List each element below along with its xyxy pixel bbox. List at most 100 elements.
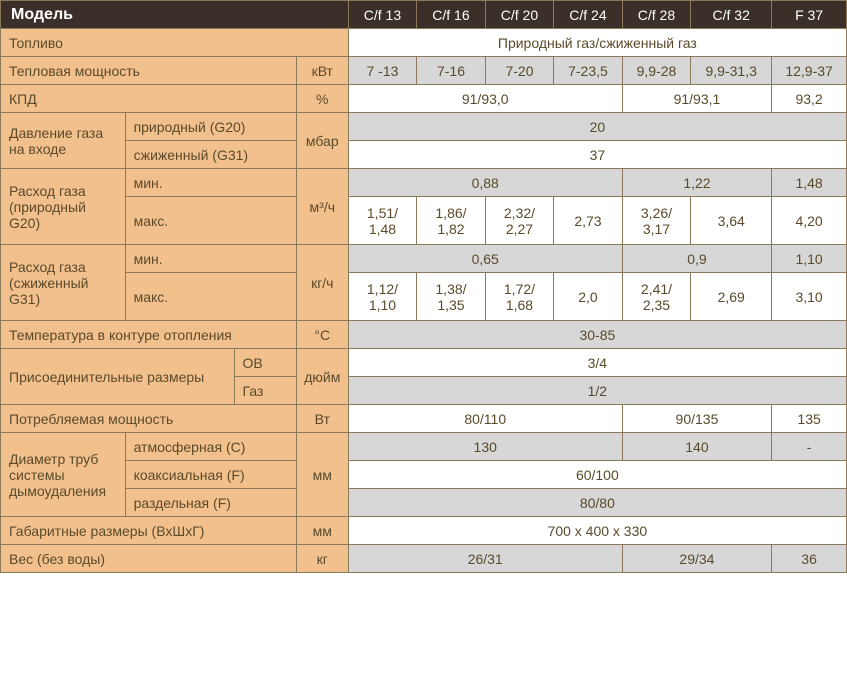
col-6: F 37 (772, 1, 847, 29)
row-cons-nat-max: макс. 1,51/1,48 1,86/1,82 2,32/2,27 2,73… (1, 197, 847, 245)
label-liq-max: макс. (125, 273, 296, 321)
row-flue-coax: коаксиальная (F) 60/100 (1, 461, 847, 489)
weight-b: 29/34 (622, 545, 771, 573)
cons-nat-max-5: 3,64 (691, 197, 772, 245)
cons-liq-max-5: 2,69 (691, 273, 772, 321)
val-temp: 30-85 (348, 321, 846, 349)
press-liq: 37 (348, 141, 846, 169)
label-flue: Диаметр труб системы дымоудаления (1, 433, 126, 517)
label-conn-gas: Газ (234, 377, 296, 405)
header-row: Модель C/f 13 C/f 16 C/f 20 C/f 24 C/f 2… (1, 1, 847, 29)
row-kpd: КПД % 91/93,0 91/93,1 93,2 (1, 85, 847, 113)
power-b: 90/135 (622, 405, 771, 433)
row-press-nat: Давление газа на входе природный (G20) м… (1, 113, 847, 141)
row-power: Потребляемая мощность Вт 80/110 90/135 1… (1, 405, 847, 433)
cons-liq-max-1: 1,38/1,35 (417, 273, 486, 321)
label-temp: Температура в контуре отопления (1, 321, 297, 349)
col-2: C/f 20 (485, 1, 554, 29)
label-coax: коаксиальная (F) (125, 461, 296, 489)
label-ov: ОВ (234, 349, 296, 377)
col-3: C/f 24 (554, 1, 623, 29)
cons-nat-max-1: 1,86/1,82 (417, 197, 486, 245)
flue-atmos-b: 140 (622, 433, 771, 461)
label-liquefied: сжиженный (G31) (125, 141, 296, 169)
unit-m3h: м³/ч (296, 169, 348, 245)
val-conn-gas: 1/2 (348, 377, 846, 405)
row-cons-nat-min: Расход газа (природный G20) мин. м³/ч 0,… (1, 169, 847, 197)
kpd-c: 93,2 (772, 85, 847, 113)
label-split: раздельная (F) (125, 489, 296, 517)
cons-liq-min-b: 0,9 (622, 245, 771, 273)
unit-kgh: кг/ч (296, 245, 348, 321)
cons-nat-max-3: 2,73 (554, 197, 623, 245)
label-conn: Присоединительные размеры (1, 349, 235, 405)
cons-liq-max-6: 3,10 (772, 273, 847, 321)
col-5: C/f 32 (691, 1, 772, 29)
label-cons-liq: Расход газа (сжиженный G31) (1, 245, 126, 321)
cons-liq-max-0: 1,12/1,10 (348, 273, 417, 321)
weight-a: 26/31 (348, 545, 622, 573)
cons-liq-min-c: 1,10 (772, 245, 847, 273)
unit-degc: °C (296, 321, 348, 349)
row-temp: Температура в контуре отопления °C 30-85 (1, 321, 847, 349)
unit-mm-dims: мм (296, 517, 348, 545)
cons-nat-min-c: 1,48 (772, 169, 847, 197)
kpd-a: 91/93,0 (348, 85, 622, 113)
kpd-b: 91/93,1 (622, 85, 771, 113)
label-fuel: Топливо (1, 29, 349, 57)
thermal-4: 9,9-28 (622, 57, 691, 85)
label-thermal: Тепловая мощность (1, 57, 297, 85)
spec-table: Модель C/f 13 C/f 16 C/f 20 C/f 24 C/f 2… (0, 0, 847, 573)
row-flue-split: раздельная (F) 80/80 (1, 489, 847, 517)
flue-atmos-c: - (772, 433, 847, 461)
row-cons-liq-min: Расход газа (сжиженный G31) мин. кг/ч 0,… (1, 245, 847, 273)
unit-mbar: мбар (296, 113, 348, 169)
label-nat-max: макс. (125, 197, 296, 245)
cons-nat-max-2: 2,32/2,27 (485, 197, 554, 245)
cons-liq-max-4: 2,41/2,35 (622, 273, 691, 321)
label-liq-min: мин. (125, 245, 296, 273)
cons-nat-max-4: 3,26/3,17 (622, 197, 691, 245)
label-dims: Габаритные размеры (ВхШхГ) (1, 517, 297, 545)
row-weight: Вес (без воды) кг 26/31 29/34 36 (1, 545, 847, 573)
cons-nat-min-b: 1,22 (622, 169, 771, 197)
thermal-6: 12,9-37 (772, 57, 847, 85)
cons-nat-max-6: 4,20 (772, 197, 847, 245)
cons-nat-max-0: 1,51/1,48 (348, 197, 417, 245)
cons-nat-min-a: 0,88 (348, 169, 622, 197)
label-natural: природный (G20) (125, 113, 296, 141)
unit-pct: % (296, 85, 348, 113)
row-press-liq: сжиженный (G31) 37 (1, 141, 847, 169)
label-power: Потребляемая мощность (1, 405, 297, 433)
label-atmos: атмосферная (С) (125, 433, 296, 461)
unit-mm-flue: мм (296, 433, 348, 517)
press-nat: 20 (348, 113, 846, 141)
val-flue-coax: 60/100 (348, 461, 846, 489)
unit-kwt: кВт (296, 57, 348, 85)
cons-liq-max-3: 2,0 (554, 273, 623, 321)
label-gas-pressure: Давление газа на входе (1, 113, 126, 169)
label-weight: Вес (без воды) (1, 545, 297, 573)
col-0: C/f 13 (348, 1, 417, 29)
row-cons-liq-max: макс. 1,12/1,10 1,38/1,35 1,72/1,68 2,0 … (1, 273, 847, 321)
label-cons-nat: Расход газа (природный G20) (1, 169, 126, 245)
flue-atmos-a: 130 (348, 433, 622, 461)
header-title: Модель (1, 1, 349, 29)
unit-watt: Вт (296, 405, 348, 433)
power-a: 80/110 (348, 405, 622, 433)
thermal-2: 7-20 (485, 57, 554, 85)
unit-kg: кг (296, 545, 348, 573)
unit-inch: дюйм (296, 349, 348, 405)
thermal-0: 7 -13 (348, 57, 417, 85)
cons-liq-min-a: 0,65 (348, 245, 622, 273)
power-c: 135 (772, 405, 847, 433)
val-flue-split: 80/80 (348, 489, 846, 517)
col-1: C/f 16 (417, 1, 486, 29)
weight-c: 36 (772, 545, 847, 573)
cons-liq-max-2: 1,72/1,68 (485, 273, 554, 321)
label-nat-min: мин. (125, 169, 296, 197)
val-fuel: Природный газ/сжиженный газ (348, 29, 846, 57)
row-flue-atmos: Диаметр труб системы дымоудаления атмосф… (1, 433, 847, 461)
thermal-3: 7-23,5 (554, 57, 623, 85)
row-thermal: Тепловая мощность кВт 7 -13 7-16 7-20 7-… (1, 57, 847, 85)
